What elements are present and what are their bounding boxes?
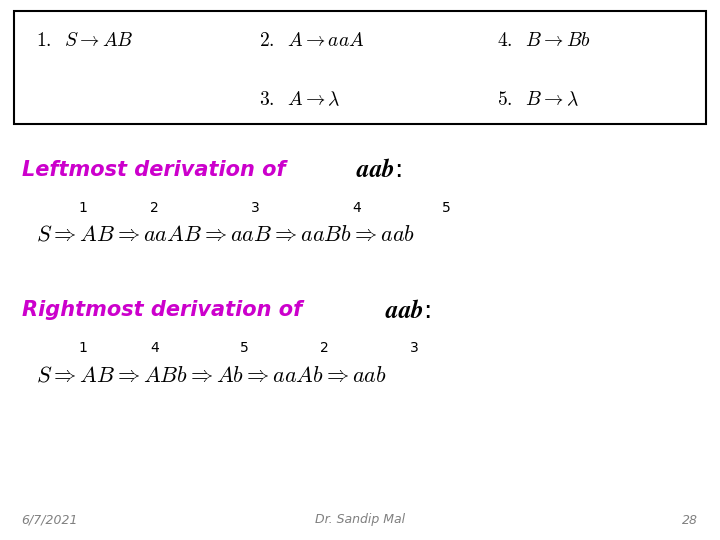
Text: Rightmost derivation of: Rightmost derivation of	[22, 300, 302, 321]
Text: 5: 5	[442, 201, 451, 215]
Text: Dr. Sandip Mal: Dr. Sandip Mal	[315, 514, 405, 526]
Text: 4: 4	[352, 201, 361, 215]
Text: $5.\;\; B \rightarrow \lambda$: $5.\;\; B \rightarrow \lambda$	[497, 90, 578, 110]
Text: $\boldsymbol{aab}$:: $\boldsymbol{aab}$:	[385, 299, 431, 322]
Text: $S \Rightarrow AB \Rightarrow aaAB \Rightarrow aaB \Rightarrow aaBb \Rightarrow : $S \Rightarrow AB \Rightarrow aaAB \Righ…	[36, 225, 415, 245]
Text: 2: 2	[150, 201, 159, 215]
Text: 5: 5	[240, 341, 249, 355]
Text: $1.\;\; S \rightarrow AB$: $1.\;\; S \rightarrow AB$	[36, 31, 133, 50]
Text: 3: 3	[251, 201, 260, 215]
Text: 3: 3	[410, 341, 418, 355]
Text: $2.\;\; A \rightarrow aaA$: $2.\;\; A \rightarrow aaA$	[259, 31, 364, 50]
Text: 6/7/2021: 6/7/2021	[22, 514, 78, 526]
Text: $3.\;\; A \rightarrow \lambda$: $3.\;\; A \rightarrow \lambda$	[259, 90, 341, 110]
FancyBboxPatch shape	[14, 11, 706, 124]
Text: $S \Rightarrow AB \Rightarrow ABb \Rightarrow Ab \Rightarrow aaAb \Rightarrow aa: $S \Rightarrow AB \Rightarrow ABb \Right…	[36, 365, 387, 386]
Text: 2: 2	[320, 341, 328, 355]
Text: 1: 1	[78, 341, 87, 355]
Text: $\boldsymbol{aab}$:: $\boldsymbol{aab}$:	[356, 158, 402, 182]
Text: $4.\;\; B \rightarrow Bb$: $4.\;\; B \rightarrow Bb$	[497, 31, 590, 50]
Text: 4: 4	[150, 341, 159, 355]
Text: Leftmost derivation of: Leftmost derivation of	[22, 160, 285, 180]
Text: 1: 1	[78, 201, 87, 215]
Text: 28: 28	[683, 514, 698, 526]
